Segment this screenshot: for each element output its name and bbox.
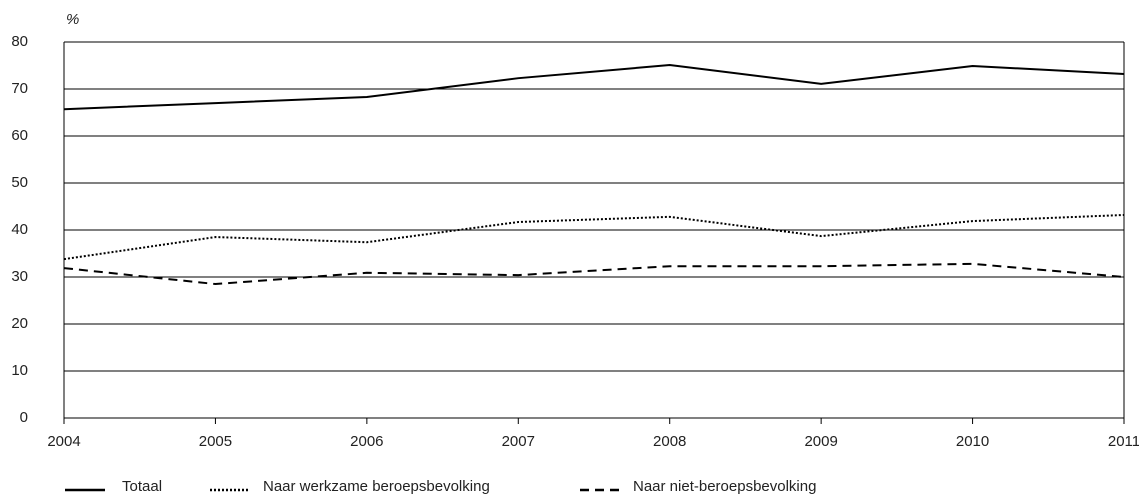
y-tick-label: 30	[11, 268, 28, 285]
y-tick-label: 80	[11, 33, 28, 50]
x-tick-label: 2004	[47, 433, 80, 450]
x-tick-label: 2010	[956, 433, 989, 450]
legend-label: Naar werkzame beroepsbevolking	[263, 478, 490, 495]
y-tick-label: 60	[11, 127, 28, 144]
legend-label: Naar niet-beroepsbevolking	[633, 478, 816, 495]
y-axis-label: %	[66, 11, 79, 28]
x-tick-label: 2006	[350, 433, 383, 450]
data-line	[63, 262, 1125, 286]
x-tick-label: 2007	[502, 433, 535, 450]
y-tick-label: 10	[11, 362, 28, 379]
y-tick-label: 0	[20, 409, 28, 426]
y-tick-label: 70	[11, 80, 28, 97]
data-line	[63, 213, 1125, 261]
y-tick-label: 50	[11, 174, 28, 191]
x-tick-label: 2008	[653, 433, 686, 450]
x-tick-label: 2009	[804, 433, 837, 450]
legend-label: Totaal	[122, 478, 162, 495]
data-line	[63, 64, 1125, 111]
x-tick-label: 2011	[1108, 433, 1139, 450]
y-tick-label: 20	[11, 315, 28, 332]
x-tick-label: 2005	[199, 433, 232, 450]
y-tick-label: 40	[11, 221, 28, 238]
